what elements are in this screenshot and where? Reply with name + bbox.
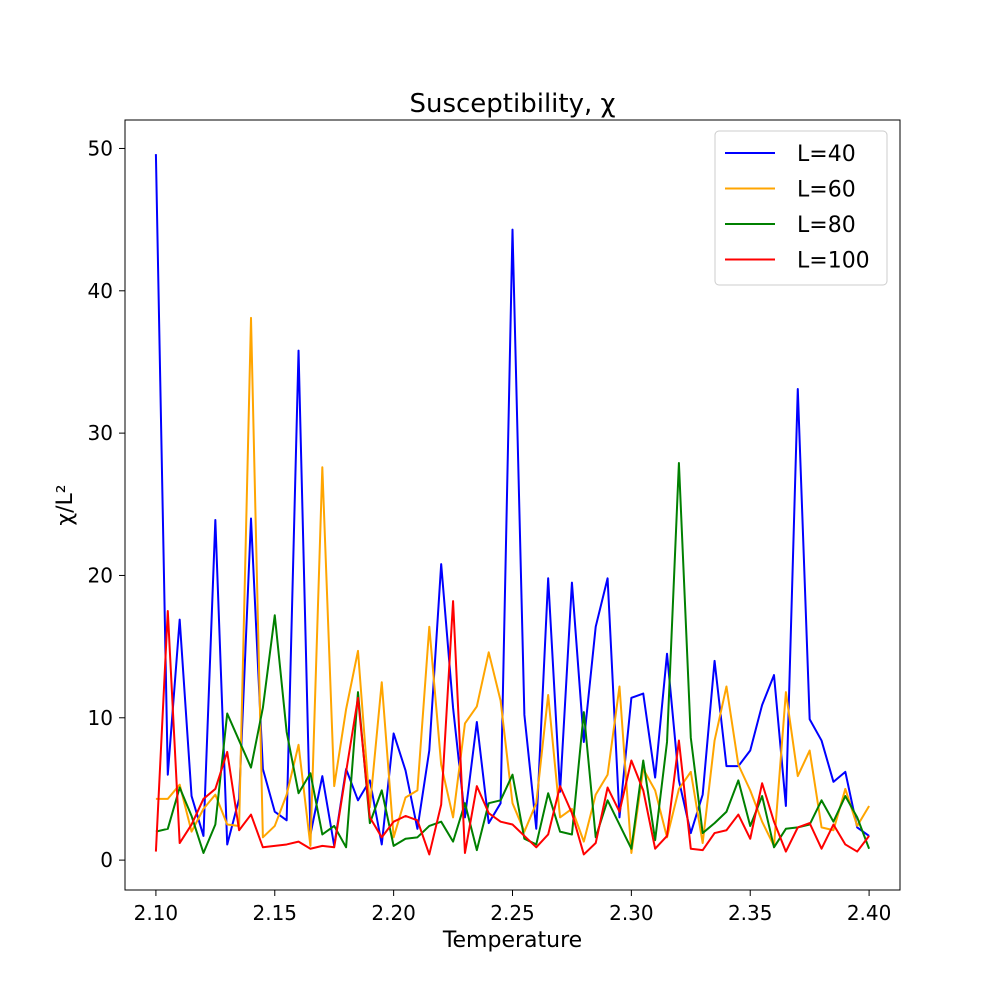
legend-entry-label: L=40	[797, 142, 856, 167]
y-tick-label: 0	[100, 848, 113, 872]
x-tick-label: 2.25	[490, 901, 535, 925]
legend-entry-label: L=60	[797, 178, 856, 203]
y-tick-label: 30	[88, 421, 113, 445]
legend: L=40 L=60 L=80 L=100	[714, 130, 888, 286]
legend-entry-label: L=80	[797, 213, 856, 238]
x-axis-label: Temperature	[442, 928, 582, 953]
plot-lines	[154, 154, 871, 856]
y-axis-label: χ/L²	[53, 484, 78, 525]
series-line-l-100	[154, 600, 870, 856]
series-line-l-80	[155, 462, 871, 854]
y-tick-label: 50	[88, 136, 113, 160]
legend-entry-label: L=100	[797, 249, 870, 274]
y-axis: 0 10 20 30 40 50	[88, 136, 125, 872]
x-tick-label: 2.35	[728, 901, 773, 925]
series-line-l-60	[155, 316, 870, 854]
series-line-l-40	[154, 154, 870, 847]
x-tick-label: 2.10	[134, 901, 179, 925]
x-tick-label: 2.40	[847, 901, 892, 925]
x-tick-label: 2.15	[253, 901, 298, 925]
x-tick-label: 2.30	[609, 901, 654, 925]
y-tick-label: 40	[88, 279, 113, 303]
chart-title: Susceptibility, χ	[409, 89, 615, 119]
legend-box	[714, 130, 888, 286]
x-tick-label: 2.20	[371, 901, 416, 925]
y-tick-label: 20	[88, 563, 113, 587]
y-tick-label: 10	[88, 706, 113, 730]
x-axis: 2.10 2.15 2.20 2.25 2.30 2.35 2.40	[134, 890, 892, 925]
